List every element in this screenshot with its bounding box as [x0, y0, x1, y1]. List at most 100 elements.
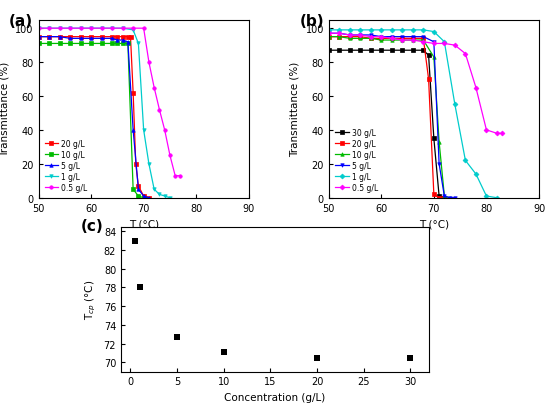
1 g/L: [410, 28, 416, 33]
30 g/L: [410, 49, 416, 54]
1 g/L: [367, 28, 374, 33]
5 g/L: [67, 37, 73, 42]
0.5 g/L: [367, 35, 374, 40]
1 g/L: [336, 28, 343, 33]
5 g/L: [146, 196, 152, 201]
30 g/L: [420, 49, 427, 54]
1 g/L: [420, 28, 427, 33]
0.5 g/L: [88, 26, 95, 31]
1 g/L: [156, 192, 163, 197]
0.5 g/L: [452, 43, 458, 48]
1 g/L: [431, 30, 437, 35]
5 g/L: [367, 33, 374, 38]
Y-axis label: Transmittance (%): Transmittance (%): [290, 62, 300, 157]
Line: 10 g/L: 10 g/L: [327, 36, 452, 200]
10 g/L: [441, 194, 448, 199]
1 g/L: [98, 26, 105, 31]
20 g/L: [436, 196, 442, 201]
Line: 30 g/L: 30 g/L: [327, 50, 446, 200]
0.5 g/L: [494, 131, 501, 136]
Text: (a): (a): [9, 14, 33, 28]
20 g/L: [357, 35, 364, 40]
1 g/L: [151, 188, 157, 192]
5 g/L: [388, 35, 395, 40]
10 g/L: [447, 196, 453, 201]
20 g/L: [67, 35, 73, 40]
10 g/L: [431, 55, 437, 60]
20 g/L: [130, 91, 136, 96]
5 g/L: [410, 35, 416, 40]
20 g/L: [146, 196, 152, 201]
5 g/L: [88, 37, 95, 42]
0.5 g/L: [156, 108, 163, 113]
20 g/L: [46, 35, 52, 40]
1 g/L: [357, 28, 364, 33]
1 g/L: [441, 40, 448, 45]
20 g/L: [367, 37, 374, 42]
5 g/L: [140, 194, 147, 199]
0.5 g/L: [151, 86, 157, 91]
0.5 g/L: [472, 86, 479, 91]
0.5 g/L: [462, 52, 469, 57]
5 g/L: [135, 188, 142, 192]
0.5 g/L: [346, 33, 353, 38]
X-axis label: T (°C): T (°C): [419, 218, 449, 228]
1 g/L: [483, 194, 490, 199]
10 g/L: [109, 42, 116, 47]
20 g/L: [119, 35, 126, 40]
5 g/L: [35, 35, 42, 40]
20 g/L: [420, 37, 427, 42]
1 g/L: [56, 26, 63, 31]
0.5 g/L: [431, 42, 437, 47]
0.5 g/L: [35, 26, 42, 31]
0.5 g/L: [67, 26, 73, 31]
0.5 g/L: [357, 33, 364, 38]
5 g/L: [452, 196, 458, 201]
1 g/L: [494, 196, 501, 201]
Line: 20 g/L: 20 g/L: [327, 36, 446, 200]
X-axis label: T (°C): T (°C): [129, 218, 159, 228]
20 g/L: [431, 192, 437, 197]
20 g/L: [425, 77, 432, 82]
1 g/L: [378, 28, 384, 33]
Legend: 30 g/L, 20 g/L, 10 g/L, 5 g/L, 1 g/L, 0.5 g/L: 30 g/L, 20 g/L, 10 g/L, 5 g/L, 1 g/L, 0.…: [333, 126, 380, 195]
20 g/L: [410, 37, 416, 42]
10 g/L: [98, 42, 105, 47]
1 g/L: [88, 26, 95, 31]
30 g/L: [367, 49, 374, 54]
5 g/L: [378, 35, 384, 40]
1 g/L: [135, 42, 142, 47]
0.5 g/L: [378, 35, 384, 40]
30 g/L: [388, 49, 395, 54]
Line: 5 g/L: 5 g/L: [37, 36, 151, 200]
0.5 g/L: [140, 26, 147, 31]
5 g/L: [114, 38, 120, 43]
10 g/L: [88, 42, 95, 47]
20 g/L: [133, 162, 139, 167]
10 g/L: [56, 42, 63, 47]
5 g/L: [77, 37, 84, 42]
30 g/L: [336, 49, 343, 54]
20 g/L: [378, 37, 384, 42]
20 g/L: [77, 35, 84, 40]
0.5 g/L: [109, 26, 116, 31]
10 g/L: [436, 140, 442, 145]
0.5 g/L: [410, 38, 416, 43]
0.5 g/L: [177, 174, 184, 179]
10 g/L: [326, 35, 332, 40]
20 g/L: [140, 194, 147, 199]
5 g/L: [357, 33, 364, 38]
5 g/L: [326, 32, 332, 37]
5 g/L: [119, 38, 126, 43]
0.5 g/L: [119, 26, 126, 31]
5 g/L: [447, 196, 453, 201]
10 g/L: [399, 38, 405, 43]
5 g/L: [56, 35, 63, 40]
Line: 1 g/L: 1 g/L: [37, 27, 172, 200]
20 g/L: [88, 35, 95, 40]
30 g/L: [326, 49, 332, 54]
1 g/L: [346, 28, 353, 33]
0.5 g/L: [499, 131, 505, 136]
10 g/L: [124, 42, 131, 47]
1 g/L: [119, 26, 126, 31]
